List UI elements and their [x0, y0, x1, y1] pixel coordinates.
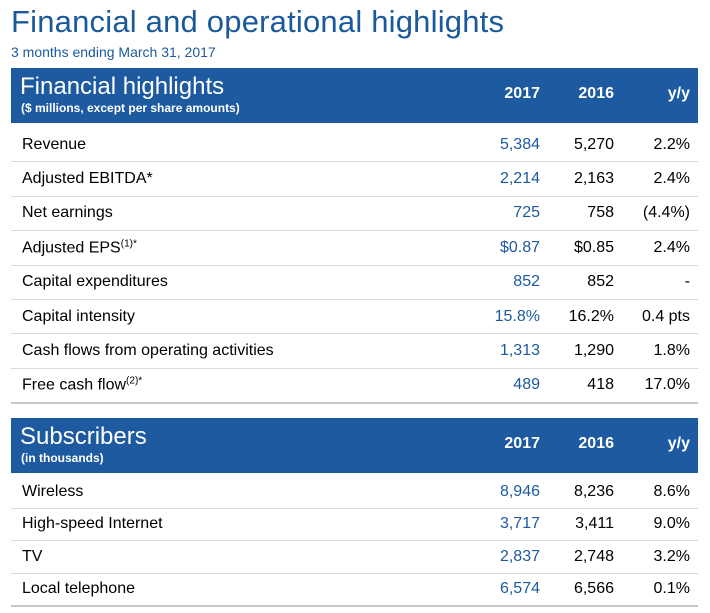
value-2017: 3,717 [499, 515, 540, 533]
row-label-text: Revenue [22, 135, 87, 153]
value-yy: 0.1% [653, 580, 690, 598]
value-2017: 8,946 [499, 482, 540, 500]
row-label-text: High-speed Internet [22, 515, 163, 533]
value-2017: 489 [513, 376, 540, 394]
table-row: Free cash flow(2)* 489 418 17.0% [11, 369, 698, 405]
row-label: Wireless [22, 483, 83, 501]
table-row: TV 2,837 2,748 3.2% [11, 541, 698, 574]
row-label: Adjusted EBITDA* [22, 170, 153, 188]
row-label: Adjusted EPS(1)* [22, 238, 137, 257]
value-2016: 852 [587, 273, 614, 291]
table-row: Net earnings 725 758 (4.4%) [11, 197, 698, 232]
row-label: Net earnings [22, 204, 113, 222]
value-2017: 1,313 [499, 342, 540, 360]
value-yy: (4.4%) [642, 204, 690, 222]
row-label-text: Cash flows from operating activities [22, 342, 274, 360]
page-title: Financial and operational highlights [11, 4, 505, 39]
value-2017: 725 [513, 204, 540, 222]
financial-highlights-table: Financial highlights ($ millions, except… [11, 68, 698, 405]
section-title: Subscribers [20, 423, 147, 450]
value-yy: 17.0% [644, 376, 690, 394]
value-yy: - [684, 273, 690, 291]
value-2017: 15.8% [494, 307, 540, 325]
row-label: Revenue [22, 136, 86, 154]
value-yy: 3.2% [653, 547, 690, 565]
column-header-yy: y/y [667, 85, 690, 102]
value-yy: 0.4 pts [641, 307, 690, 325]
value-2016: 5,270 [573, 135, 614, 153]
section-subtitle: ($ millions, except per share amounts) [21, 101, 240, 115]
financial-rows: Revenue 5,384 5,270 2.2% Adjusted EBITDA* 2,2… [11, 123, 698, 405]
row-label: Free cash flow(2)* [22, 376, 142, 395]
value-2016: 758 [587, 204, 614, 222]
row-label-text: Local telephone [22, 580, 135, 598]
row-label: TV [22, 548, 42, 566]
value-2016: 2,748 [573, 547, 614, 565]
section-title: Financial highlights [20, 73, 225, 100]
subscribers-table: Subscribers (in thousands) 2017 2016 y/y… [11, 418, 698, 607]
value-yy: 2.2% [653, 135, 690, 153]
row-label-text: Capital intensity [22, 307, 135, 325]
table-row: Capital intensity 15.8% 16.2% 0.4 pts [11, 300, 698, 335]
value-2017: 2,214 [499, 170, 540, 188]
column-header-2017: 2017 [504, 435, 540, 452]
column-header-2016: 2016 [578, 85, 614, 102]
table-row: Local telephone 6,574 6,566 0.1% [11, 574, 698, 607]
column-header-2017: 2017 [504, 85, 540, 102]
value-2016: 2,163 [573, 170, 614, 188]
table-row: Adjusted EBITDA* 2,214 2,163 2.4% [11, 162, 698, 197]
footnote-marker: (2)* [126, 375, 143, 387]
value-2017: 6,574 [499, 580, 540, 598]
table-row: Revenue 5,384 5,270 2.2% [11, 128, 698, 163]
value-2017: $0.87 [499, 238, 540, 256]
row-label-text: Wireless [22, 482, 84, 500]
row-label-text: Adjusted EBITDA* [22, 170, 153, 188]
row-label: Capital expenditures [22, 273, 168, 291]
value-2016: 16.2% [568, 307, 614, 325]
value-yy: 1.8% [653, 342, 690, 360]
value-2016: 8,236 [573, 482, 614, 500]
value-2016: 6,566 [573, 580, 614, 598]
column-header-yy: y/y [667, 435, 690, 452]
row-label: Cash flows from operating activities [22, 342, 274, 360]
row-label: Capital intensity [22, 308, 135, 326]
row-label: High-speed Internet [22, 515, 163, 533]
value-2017: 2,837 [499, 547, 540, 565]
table-row: Cash flows from operating activities 1,31… [11, 334, 698, 369]
value-2017: 852 [513, 273, 540, 291]
value-yy: 2.4% [653, 238, 690, 256]
value-2016: 418 [587, 376, 614, 394]
value-2016: 1,290 [573, 342, 614, 360]
table-row: Capital expenditures 852 852 - [11, 266, 698, 300]
value-yy: 9.0% [653, 515, 690, 533]
value-yy: 8.6% [653, 482, 690, 500]
column-header-2016: 2016 [578, 435, 614, 452]
row-label-text: Adjusted EPS [22, 239, 121, 257]
page-subtitle: 3 months ending March 31, 2017 [11, 44, 216, 60]
row-label-text: Free cash flow [22, 376, 127, 394]
table-row: Adjusted EPS(1)* $0.87 $0.85 2.4% [11, 231, 698, 266]
row-label-text: TV [22, 547, 43, 565]
section-subtitle: (in thousands) [21, 451, 104, 465]
table-row: High-speed Internet 3,717 3,411 9.0% [11, 509, 698, 541]
value-2016: 3,411 [575, 515, 614, 533]
row-label-text: Net earnings [22, 204, 113, 222]
footnote-marker: (1)* [120, 238, 137, 250]
subscribers-header: Subscribers (in thousands) 2017 2016 y/y [11, 418, 698, 473]
row-label-text: Capital expenditures [22, 273, 168, 291]
value-2016: $0.85 [573, 238, 614, 256]
value-yy: 2.4% [653, 170, 690, 188]
subscriber-rows: Wireless 8,946 8,236 8.6% High-speed Interne… [11, 473, 698, 607]
financial-highlights-header: Financial highlights ($ millions, except… [11, 68, 698, 123]
value-2017: 5,384 [499, 135, 540, 153]
table-row: Wireless 8,946 8,236 8.6% [11, 476, 698, 509]
row-label: Local telephone [22, 580, 135, 598]
